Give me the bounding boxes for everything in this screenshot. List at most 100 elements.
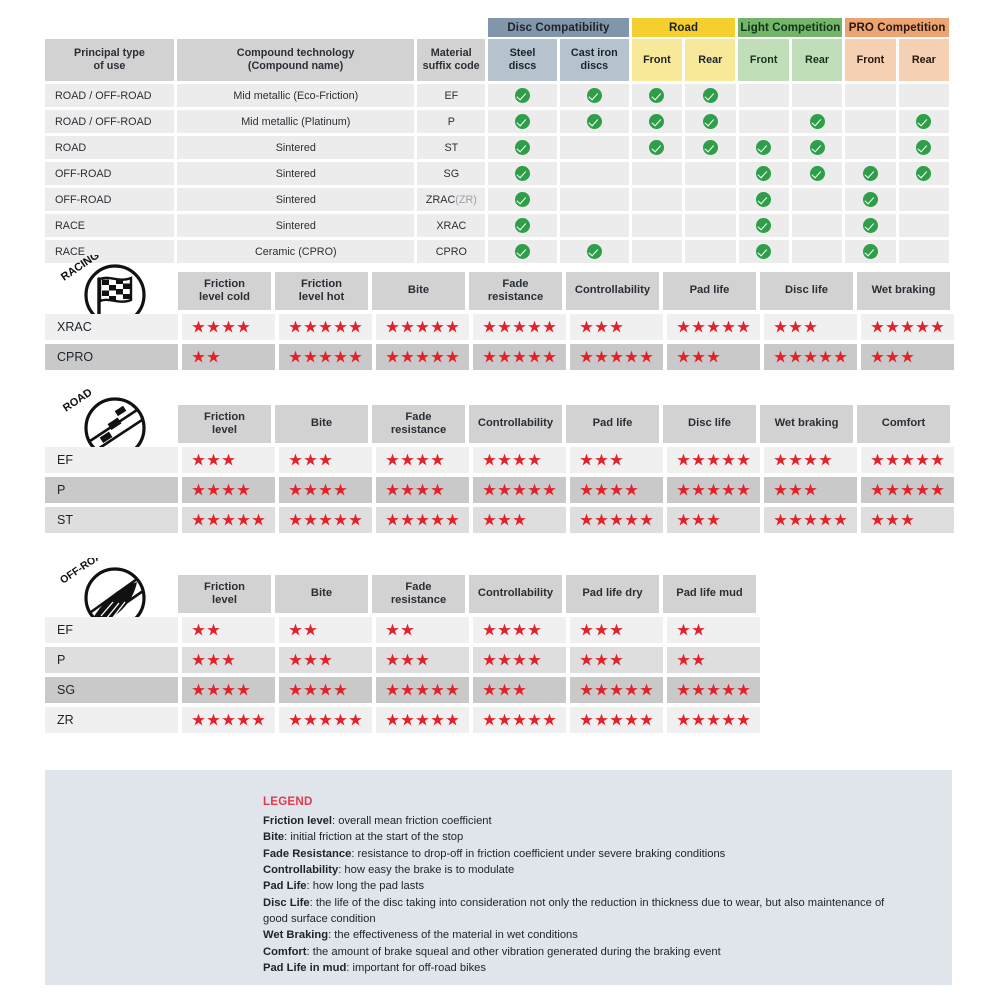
star-icon — [543, 320, 556, 333]
compatibility-body: ROAD / OFF-ROAD Mid metallic (Eco-Frictio… — [45, 84, 952, 263]
star-icon — [543, 713, 556, 726]
star-icon — [319, 453, 332, 466]
star-icon — [692, 713, 705, 726]
star-icon — [237, 320, 250, 333]
star-icon — [289, 483, 302, 496]
compat-cell — [898, 188, 950, 211]
star-rating — [580, 713, 653, 727]
star-icon — [386, 683, 399, 696]
check-icon — [515, 166, 531, 181]
compat-col-header: Rear — [685, 39, 736, 81]
star-rating — [483, 513, 526, 527]
rating-cell — [764, 477, 857, 503]
legend-entry: Fade Resistance: resistance to drop-off … — [263, 847, 726, 860]
star-icon — [304, 320, 317, 333]
star-icon — [871, 320, 884, 333]
compat-cell — [631, 188, 683, 211]
rating-cell — [182, 707, 275, 733]
star-icon — [304, 623, 317, 636]
star-icon — [789, 513, 802, 526]
star-icon — [580, 513, 593, 526]
legend-term: Bite — [263, 831, 285, 844]
table-row: OFF-ROAD Sintered ZRAC (ZR) — [45, 188, 952, 211]
racing-header-row: RACING Friction level cold Friction level h… — [45, 255, 958, 326]
star-icon — [707, 453, 720, 466]
star-icon — [886, 483, 899, 496]
compat-cell — [560, 188, 629, 211]
star-icon — [483, 653, 496, 666]
star-rating — [677, 653, 705, 667]
legend-panel: LEGEND Friction level: overall mean fric… — [45, 770, 952, 985]
star-icon — [610, 653, 623, 666]
star-icon — [513, 623, 526, 636]
table-row: ROAD / OFF-ROAD Mid metallic (Platinum) P — [45, 110, 952, 133]
star-icon — [304, 683, 317, 696]
star-rating — [483, 350, 556, 364]
rating-cell — [570, 477, 663, 503]
rating-col-header: Fade resistance — [469, 272, 562, 310]
compat-cell — [738, 84, 789, 107]
star-icon — [431, 483, 444, 496]
cell-principal-use: OFF-ROAD — [45, 162, 175, 185]
check-icon — [756, 140, 772, 155]
cell-material-suffix-code: XRAC — [417, 214, 486, 237]
star-icon — [401, 683, 414, 696]
star-icon — [192, 483, 205, 496]
star-icon — [901, 320, 914, 333]
rating-cell — [473, 647, 566, 673]
star-icon — [386, 453, 399, 466]
compat-cell — [685, 162, 736, 185]
compat-col-header: Steel discs — [488, 39, 557, 81]
rating-cell — [279, 507, 372, 533]
star-icon — [319, 713, 332, 726]
compat-cell — [791, 84, 843, 107]
star-icon — [595, 513, 608, 526]
check-icon — [515, 218, 531, 233]
cell-material-suffix-code: P — [417, 110, 486, 133]
star-icon — [819, 453, 832, 466]
star-icon — [498, 350, 511, 363]
rating-cell — [182, 617, 275, 643]
star-rating — [774, 483, 817, 497]
rating-cell — [182, 447, 275, 473]
star-icon — [386, 623, 399, 636]
star-icon — [610, 350, 623, 363]
star-icon — [692, 350, 705, 363]
compat-cell — [488, 162, 558, 185]
star-icon — [446, 350, 459, 363]
star-icon — [222, 320, 235, 333]
compat-cell — [738, 240, 789, 263]
star-icon — [349, 513, 362, 526]
star-icon — [386, 513, 399, 526]
star-icon — [319, 320, 332, 333]
check-icon — [756, 192, 772, 207]
compat-col-header: Material suffix code — [417, 39, 486, 81]
rating-cell — [570, 647, 663, 673]
compat-col-header: Front — [631, 39, 683, 81]
check-icon — [586, 88, 602, 103]
star-rating — [483, 453, 541, 467]
check-icon — [916, 114, 932, 129]
compat-cell — [631, 214, 683, 237]
table-row: OFF-ROAD Sintered SG — [45, 162, 952, 185]
star-icon — [528, 623, 541, 636]
star-rating — [677, 623, 705, 637]
star-icon — [886, 320, 899, 333]
star-icon — [431, 683, 444, 696]
rating-cell — [182, 647, 275, 673]
star-icon — [834, 350, 847, 363]
star-icon — [595, 483, 608, 496]
star-icon — [498, 453, 511, 466]
offroad-column-headers: Friction level Bite Fade resistance Controlla… — [178, 575, 760, 613]
legend-entry: Controllability: how easy the brake is t… — [263, 864, 515, 877]
legend-term: Controllability — [263, 864, 339, 877]
rating-cell — [570, 677, 663, 703]
check-icon — [649, 88, 665, 103]
star-rating — [774, 350, 847, 364]
star-rating — [871, 453, 944, 467]
star-icon — [595, 453, 608, 466]
offroad-header-row: OFF-ROAD Friction level Bite Fade resistance… — [45, 558, 764, 629]
star-icon — [871, 513, 884, 526]
star-icon — [737, 683, 750, 696]
star-icon — [416, 683, 429, 696]
